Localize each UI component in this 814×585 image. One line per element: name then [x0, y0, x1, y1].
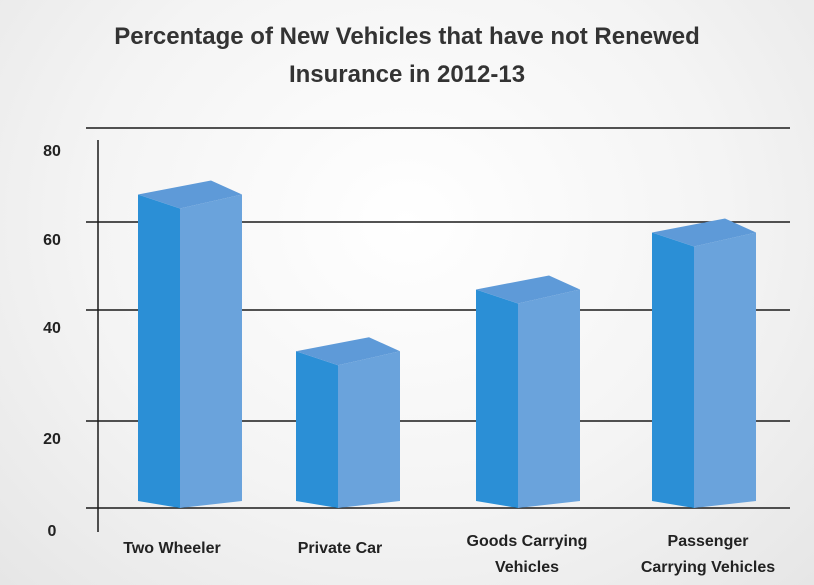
- bar-front-face: [138, 194, 180, 508]
- bar-front-face: [296, 351, 338, 508]
- bar-side-face: [694, 232, 756, 508]
- bar-top-face: [476, 275, 580, 304]
- bar-front-face: [652, 232, 694, 508]
- bar-front-face: [476, 289, 518, 508]
- x-category-label: Passenger Carrying Vehicles: [641, 533, 775, 576]
- y-tick-label: 20: [43, 431, 61, 448]
- bar-private-car: [296, 337, 400, 508]
- chart-title: Percentage of New Vehicles that have not…: [114, 23, 700, 88]
- x-category-label: Private Car: [298, 540, 383, 557]
- x-category-label: Two Wheeler: [123, 540, 221, 557]
- x-category-label: Goods Carrying Vehicles: [467, 533, 588, 576]
- bar-goods-carrying-vehicles: [476, 275, 580, 508]
- bar-top-face: [652, 218, 756, 247]
- y-tick-label: 40: [43, 320, 61, 337]
- bar-side-face: [180, 194, 242, 508]
- y-tick-label: 0: [48, 523, 57, 540]
- bar-passenger-carrying-vehicles: [652, 218, 756, 508]
- bar-side-face: [338, 351, 400, 508]
- bar-top-face: [138, 180, 242, 209]
- bar-two-wheeler: [138, 180, 242, 508]
- y-tick-label: 80: [43, 143, 61, 160]
- y-tick-label: 60: [43, 232, 61, 249]
- bar-side-face: [518, 289, 580, 508]
- bar-top-face: [296, 337, 400, 366]
